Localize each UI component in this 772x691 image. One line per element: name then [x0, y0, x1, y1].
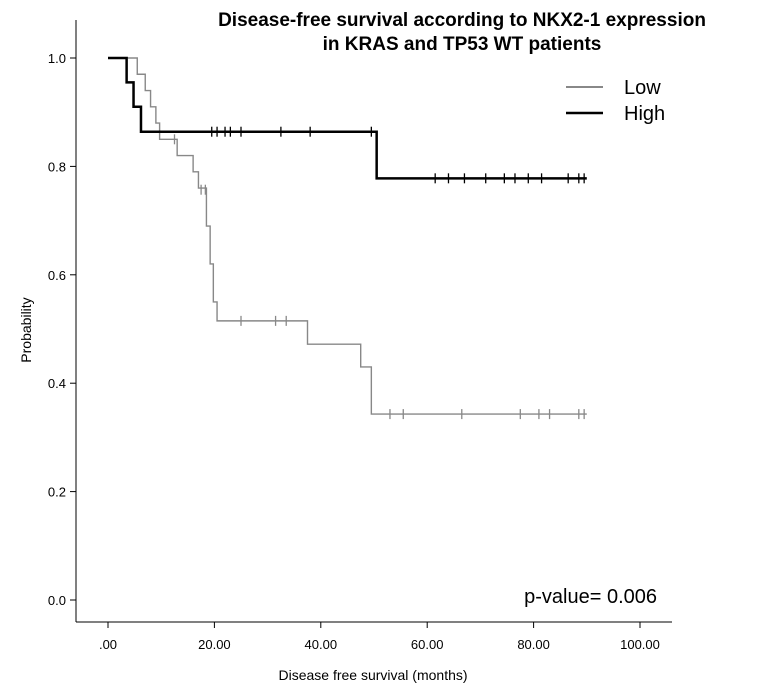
- y-tick-label: 1.0: [48, 51, 66, 66]
- y-tick-label: 0.0: [48, 593, 66, 608]
- series-line-high: [108, 56, 587, 180]
- x-tick-label: 100.00: [620, 637, 660, 652]
- x-tick-label: 60.00: [411, 637, 444, 652]
- legend: Low High: [566, 77, 665, 125]
- legend-label-high: High: [624, 103, 665, 125]
- y-tick-label: 0.6: [48, 268, 66, 283]
- y-tick-label: 0.4: [48, 376, 66, 391]
- chart-subtitle: in KRAS and TP53 WT patients: [323, 34, 602, 55]
- x-axis-label: Disease free survival (months): [278, 667, 467, 683]
- x-tick-label: .00: [99, 637, 117, 652]
- x-axis-ticks: .00 20.00 40.00 60.00 80.00 100.00: [99, 622, 660, 652]
- y-tick-label: 0.8: [48, 159, 66, 174]
- series-layer: [108, 56, 587, 420]
- legend-label-low: Low: [624, 77, 661, 99]
- y-tick-label: 0.2: [48, 485, 66, 500]
- x-tick-label: 40.00: [305, 637, 338, 652]
- p-value-annotation: p-value= 0.006: [524, 586, 657, 608]
- x-tick-label: 80.00: [517, 637, 550, 652]
- chart-title: Disease-free survival according to NKX2-…: [218, 10, 706, 31]
- x-tick-label: 20.00: [198, 637, 231, 652]
- series-line-low: [108, 57, 587, 415]
- y-axis-label: Probability: [18, 297, 34, 362]
- y-axis-ticks: 0.0 0.2 0.4 0.6 0.8 1.0: [48, 51, 76, 608]
